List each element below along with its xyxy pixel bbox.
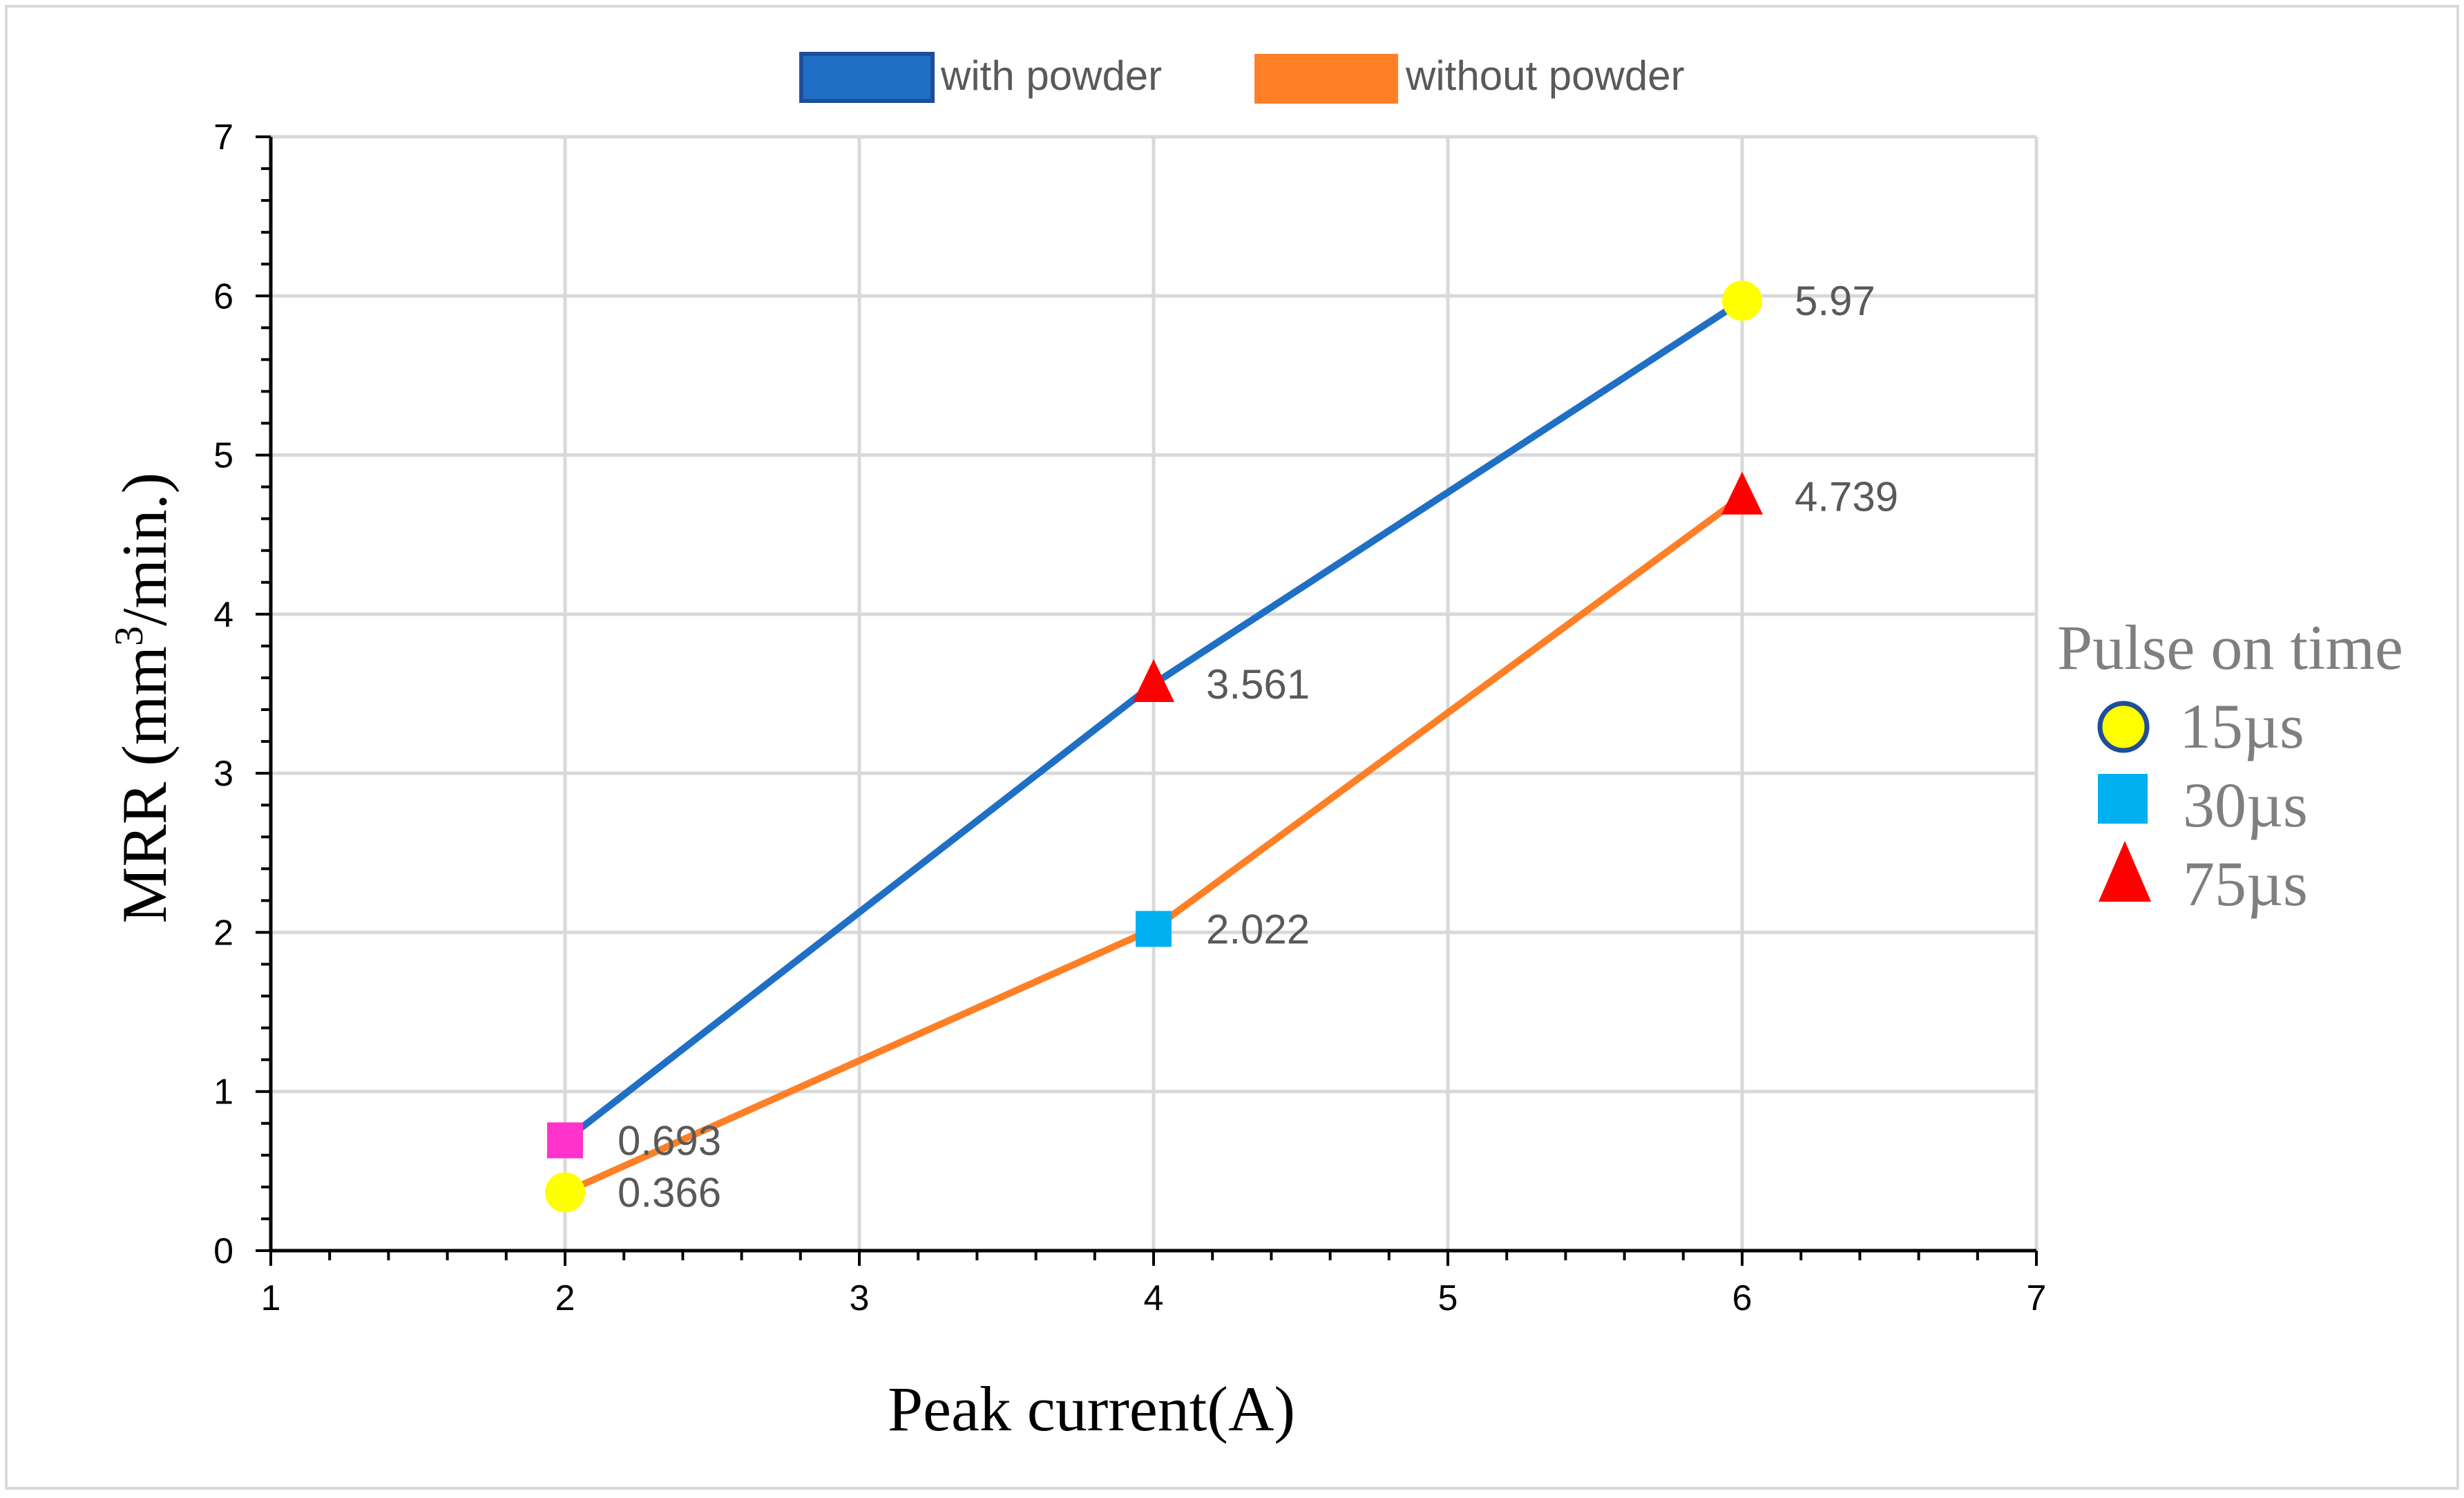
data-point-without-powder-square <box>1136 911 1172 947</box>
y-axis-title: MRR (mm3/min.) <box>106 473 180 924</box>
pulse-legend-title: Pulse on time <box>2057 612 2403 683</box>
legend-swatch-with-powder <box>799 52 935 103</box>
data-label-without-powder: 4.739 <box>1795 474 1898 520</box>
data-label-without-powder: 2.022 <box>1206 906 1310 952</box>
pulse-on-time-legend: Pulse on time 15µs 30µs 75µs <box>2057 612 2403 919</box>
pulse-legend-label-75us: 75µs <box>2183 848 2308 919</box>
pulse-legend-triangle-marker <box>2099 841 2151 902</box>
data-label-without-powder: 0.366 <box>618 1170 721 1216</box>
x-tick-label: 3 <box>850 1278 870 1318</box>
x-tick-label: 2 <box>555 1278 575 1318</box>
y-tick-label: 4 <box>213 595 233 635</box>
y-tick-label: 0 <box>213 1231 233 1271</box>
y-tick-label: 5 <box>213 436 233 476</box>
y-tick-label: 1 <box>213 1072 233 1112</box>
y-tick-label: 2 <box>213 913 233 953</box>
data-point-with-powder-triangle <box>1133 658 1174 702</box>
x-tick-label: 5 <box>1438 1278 1458 1318</box>
x-tick-label: 7 <box>2027 1278 2047 1318</box>
pulse-legend-label-15us: 15µs <box>2179 691 2304 761</box>
y-tick-label: 7 <box>213 117 233 158</box>
legend-swatch-without-powder <box>1254 54 1398 104</box>
data-label-with-powder: 5.97 <box>1795 278 1875 324</box>
data-label-with-powder: 0.693 <box>618 1117 721 1164</box>
x-tick-label: 1 <box>261 1278 281 1318</box>
x-tick-label: 6 <box>1732 1278 1753 1318</box>
pulse-legend-circle-marker <box>2097 701 2150 753</box>
data-point-with-powder-square <box>547 1122 583 1159</box>
legend-label-with-powder: with powder <box>940 53 1162 99</box>
data-point-without-powder-triangle <box>1721 471 1763 515</box>
grid-layer <box>271 135 2038 1251</box>
label-layer: 0.693 3.561 5.97 0.366 2.022 4.739 <box>618 278 1898 1216</box>
data-point-with-powder-circle <box>1722 281 1762 321</box>
pulse-legend-label-30us: 30µs <box>2183 770 2308 840</box>
series-legend: with powder without powder <box>799 52 1685 104</box>
x-tick-label: 4 <box>1144 1278 1164 1318</box>
data-point-without-powder-circle <box>545 1172 585 1213</box>
pulse-legend-square-marker <box>2098 774 2148 824</box>
marker-layer <box>545 281 1763 1213</box>
x-axis-title: Peak current(A) <box>888 1374 1295 1444</box>
data-label-with-powder: 3.561 <box>1206 661 1310 708</box>
legend-label-without-powder: without powder <box>1405 53 1685 99</box>
chart-border <box>5 5 2459 1490</box>
y-tick-label: 3 <box>213 754 233 794</box>
y-tick-label: 6 <box>213 276 233 316</box>
